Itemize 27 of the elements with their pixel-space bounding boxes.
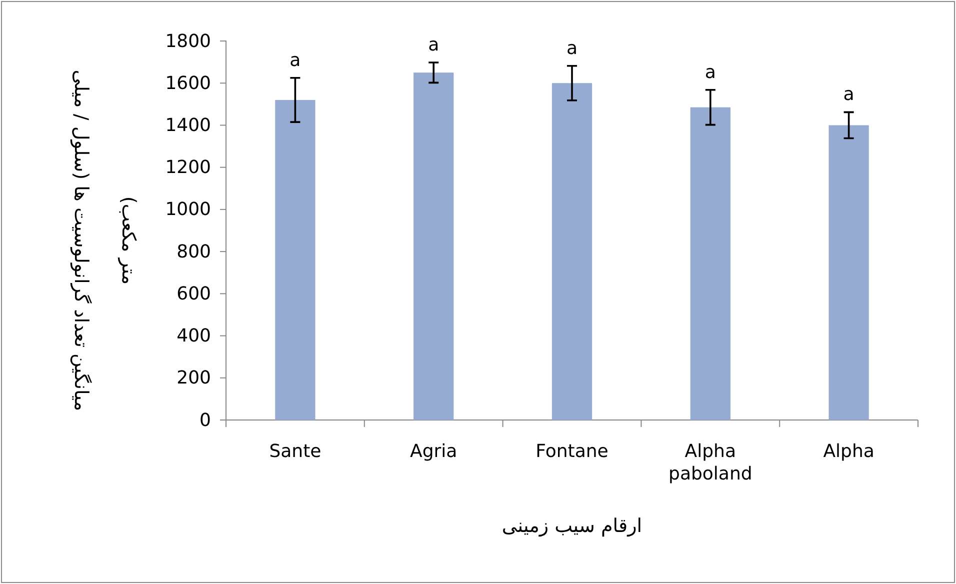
- bar: [275, 100, 316, 420]
- bar: [828, 125, 869, 420]
- annotation: a: [843, 84, 854, 106]
- x-tick-label: Alpha: [823, 441, 874, 462]
- y-tick-label: 1000: [165, 199, 211, 220]
- y-tick-label: 400: [176, 326, 211, 347]
- y-tick-label: 1200: [165, 157, 211, 178]
- bar: [690, 107, 730, 420]
- x-tick-label: Alpha paboland: [668, 441, 752, 485]
- y-tick-label: 1600: [165, 72, 211, 94]
- bar: [414, 72, 454, 420]
- y-tick-label: 600: [176, 283, 211, 304]
- y-tick-label: 1800: [165, 30, 211, 52]
- y-tick-label: 800: [176, 241, 211, 262]
- x-tick-label: Fontane: [536, 441, 608, 462]
- annotation: a: [566, 38, 578, 59]
- y-tick-label: 0: [200, 410, 211, 431]
- y-tick-label: 200: [176, 368, 211, 389]
- bar: [552, 83, 592, 420]
- x-tick-label: Sante: [269, 441, 322, 462]
- x-tick-label: Agria: [410, 441, 458, 462]
- x-axis-title: ارقام سیب زمینی: [502, 515, 642, 537]
- annotation: a: [290, 50, 301, 71]
- annotation: a: [704, 62, 716, 83]
- annotation: a: [428, 34, 440, 56]
- text: میانگین تعداد گرانولوسیت ها (سلول / میلی متر مکعب): [70, 70, 140, 412]
- y-tick-label: 1400: [165, 114, 211, 136]
